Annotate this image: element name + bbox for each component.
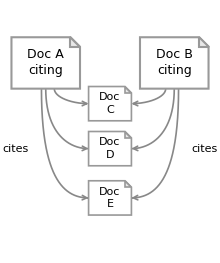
Polygon shape — [199, 37, 209, 47]
Polygon shape — [11, 37, 80, 89]
Polygon shape — [125, 181, 131, 187]
Polygon shape — [89, 87, 131, 121]
Polygon shape — [89, 181, 131, 215]
Text: Doc B
citing: Doc B citing — [156, 48, 193, 77]
Polygon shape — [125, 87, 131, 93]
Text: Doc
D: Doc D — [99, 138, 121, 160]
Text: cites: cites — [3, 144, 29, 154]
Text: cites: cites — [191, 144, 217, 154]
Text: Doc
C: Doc C — [99, 93, 121, 115]
Polygon shape — [125, 132, 131, 138]
Polygon shape — [89, 132, 131, 166]
Text: Doc
E: Doc E — [99, 187, 121, 209]
Text: Doc A
citing: Doc A citing — [27, 48, 64, 77]
Polygon shape — [70, 37, 80, 47]
Polygon shape — [140, 37, 209, 89]
